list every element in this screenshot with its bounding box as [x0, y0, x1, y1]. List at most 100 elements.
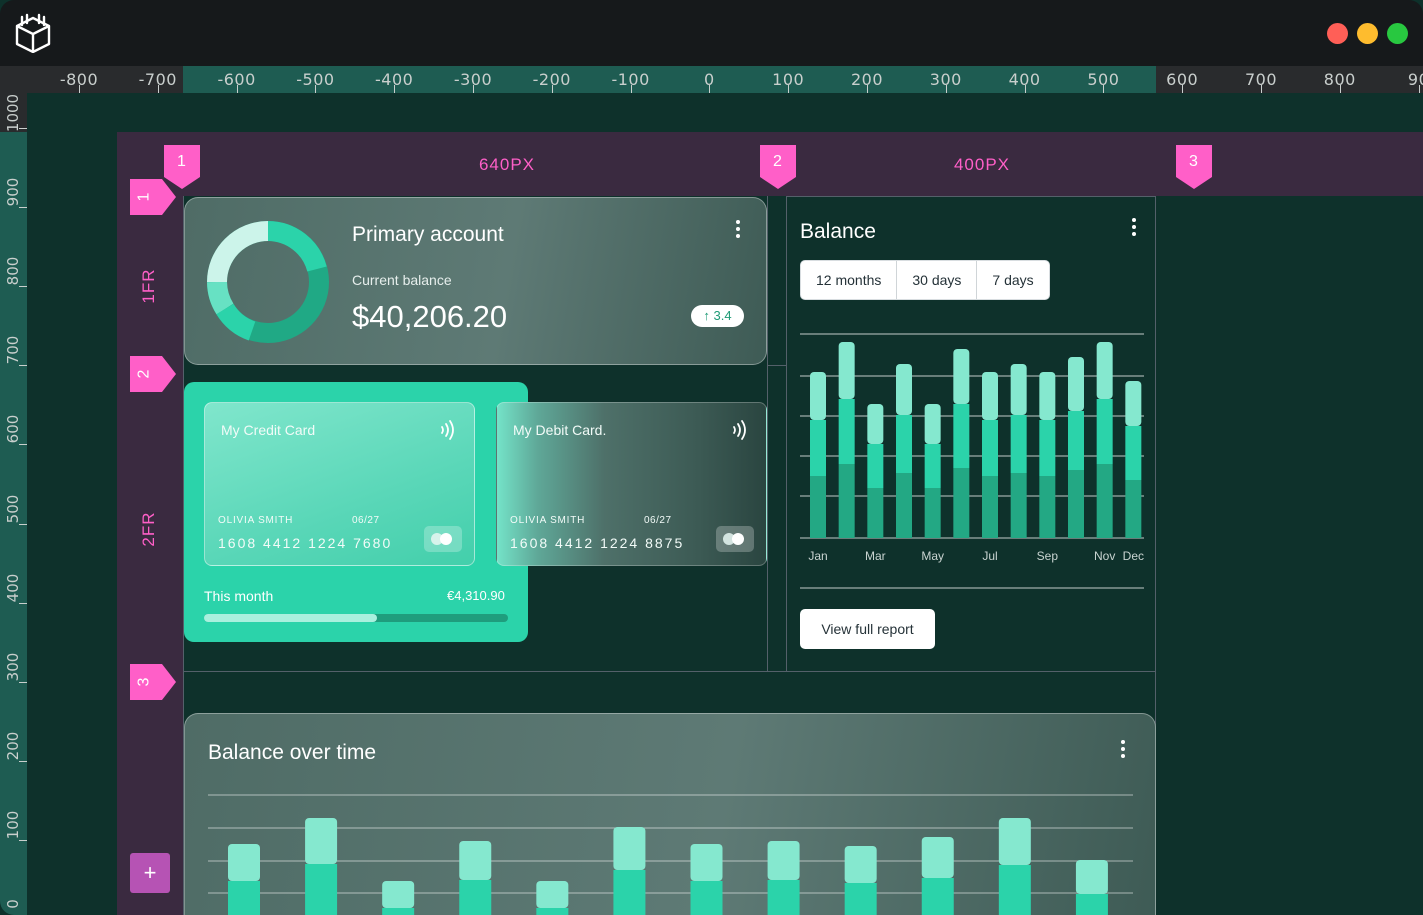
chart-bar-segment: [536, 908, 568, 915]
ruler-tick: [19, 286, 27, 287]
chart-bar-segment: [1039, 372, 1055, 420]
chart-tick-label: Jan: [808, 549, 827, 563]
chart-bar-segment: [1039, 420, 1055, 476]
chart-bar-segment: [228, 844, 260, 881]
chart-bar-segment: [536, 881, 568, 908]
row-marker-2[interactable]: 2: [130, 356, 176, 392]
card-number: 1608 4412 1224 7680: [218, 535, 392, 551]
row-marker-3[interactable]: 3: [130, 664, 176, 700]
chart-bar-segment: [1076, 860, 1108, 894]
ruler-tick: [19, 603, 27, 604]
chart-bar-segment: [1076, 894, 1108, 915]
credit-card[interactable]: My Credit Card OLIVIA SMITH 06/27 1608 4…: [204, 402, 475, 566]
range-30-days[interactable]: 30 days: [897, 261, 977, 299]
row-marker-1[interactable]: 1: [130, 179, 176, 215]
view-full-report-button[interactable]: View full report: [800, 609, 935, 649]
debit-card[interactable]: My Debit Card. OLIVIA SMITH 06/27 1608 4…: [496, 402, 767, 566]
chart-bar-segment: [1011, 364, 1027, 415]
ruler-label: 400: [4, 573, 22, 602]
chart-tick-label: Dec: [1123, 549, 1144, 563]
add-row-button[interactable]: +: [130, 853, 170, 893]
column-2-size[interactable]: 400PX: [954, 155, 1010, 175]
column-1-size[interactable]: 640PX: [479, 155, 535, 175]
range-7-days[interactable]: 7 days: [977, 261, 1048, 299]
chart-bar-segment: [613, 827, 645, 870]
chart-bar-segment: [691, 881, 723, 915]
grid-line: [183, 671, 1156, 672]
ruler-tick: [19, 128, 27, 129]
chart-bar-segment: [922, 878, 954, 915]
chart-bar-segment: [1011, 415, 1027, 473]
chart-bar-segment: [382, 881, 414, 908]
ruler-tick: [19, 365, 27, 366]
close-window-button[interactable]: [1327, 23, 1348, 44]
minimize-window-button[interactable]: [1357, 23, 1378, 44]
grid-line: [767, 196, 768, 672]
chart-bar-segment: [1068, 357, 1084, 411]
more-options-icon[interactable]: [1129, 218, 1139, 236]
ruler-tick: [709, 85, 710, 93]
ruler-tick: [19, 761, 27, 762]
ruler-tick: [1261, 85, 1262, 93]
zoom-window-button[interactable]: [1387, 23, 1408, 44]
card-holder: OLIVIA SMITH: [510, 515, 585, 526]
balance-title: Balance: [800, 220, 876, 244]
primary-account-title: Primary account: [352, 223, 504, 247]
ruler-label: 600: [4, 415, 22, 444]
chart-bar-segment: [953, 349, 969, 404]
balance-change-value: 3.4: [714, 308, 732, 323]
ruler-tick: [867, 85, 868, 93]
chart-bar-segment: [613, 870, 645, 915]
card-name: My Credit Card: [221, 422, 315, 438]
chart-bar-segment: [896, 364, 912, 415]
card-network-icon: [424, 526, 462, 552]
chart-bar-segment: [382, 908, 414, 915]
column-marker-2[interactable]: 2: [760, 145, 796, 189]
chart-bar-segment: [925, 444, 941, 488]
balance-donut-chart: [207, 221, 329, 343]
chart-bar-segment: [925, 404, 941, 444]
primary-account-card[interactable]: Primary account Current balance $40,206.…: [184, 197, 767, 365]
card-holder: OLIVIA SMITH: [218, 515, 293, 526]
chart-bar-segment: [1068, 470, 1084, 538]
grid-row-header: [117, 196, 183, 915]
chart-bar-segment: [953, 404, 969, 468]
row-2-size[interactable]: 2FR: [139, 511, 159, 546]
this-month-label: This month: [204, 588, 273, 604]
chart-tick-label: Mar: [865, 549, 886, 563]
package-icon[interactable]: [14, 13, 52, 53]
column-marker-3[interactable]: 3: [1176, 145, 1212, 189]
row-marker-label: 3: [135, 678, 153, 687]
ruler-tick: [19, 682, 27, 683]
range-12-months[interactable]: 12 months: [801, 261, 897, 299]
chart-bar-segment: [839, 342, 855, 399]
chart-bar-segment: [810, 372, 826, 420]
chart-bar-segment: [982, 372, 998, 420]
chart-bar-segment: [459, 880, 491, 915]
chart-bar-segment: [867, 444, 883, 488]
chart-bar-segment: [1011, 473, 1027, 538]
chart-bar-segment: [768, 880, 800, 915]
ruler-tick: [1182, 85, 1183, 93]
card-expiry: 06/27: [644, 515, 672, 526]
ruler-tick: [158, 85, 159, 93]
chart-bar-segment: [1097, 399, 1113, 464]
chart-tick-label: Sep: [1037, 549, 1059, 563]
ruler-tick: [1340, 85, 1341, 93]
chart-bar-segment: [1097, 464, 1113, 538]
ruler-tick: [552, 85, 553, 93]
horizontal-ruler[interactable]: -800 -700 -600 -500 -400 -300 -200 -100 0 100 200 3…: [0, 66, 1423, 93]
ruler-tick: [1103, 85, 1104, 93]
ruler-tick: [946, 85, 947, 93]
current-balance-amount: $40,206.20: [352, 299, 507, 335]
chart-bar-segment: [953, 468, 969, 538]
more-options-icon[interactable]: [733, 220, 743, 238]
ruler-tick: [788, 85, 789, 93]
vertical-ruler[interactable]: 1000 900 800 700 600 500 400 300 200 100 0: [0, 93, 27, 915]
chart-bar-segment: [925, 488, 941, 538]
more-options-icon[interactable]: [1118, 740, 1128, 758]
contactless-icon: [732, 419, 750, 441]
row-1-size[interactable]: 1FR: [139, 268, 159, 303]
column-marker-label: 3: [1189, 153, 1198, 171]
